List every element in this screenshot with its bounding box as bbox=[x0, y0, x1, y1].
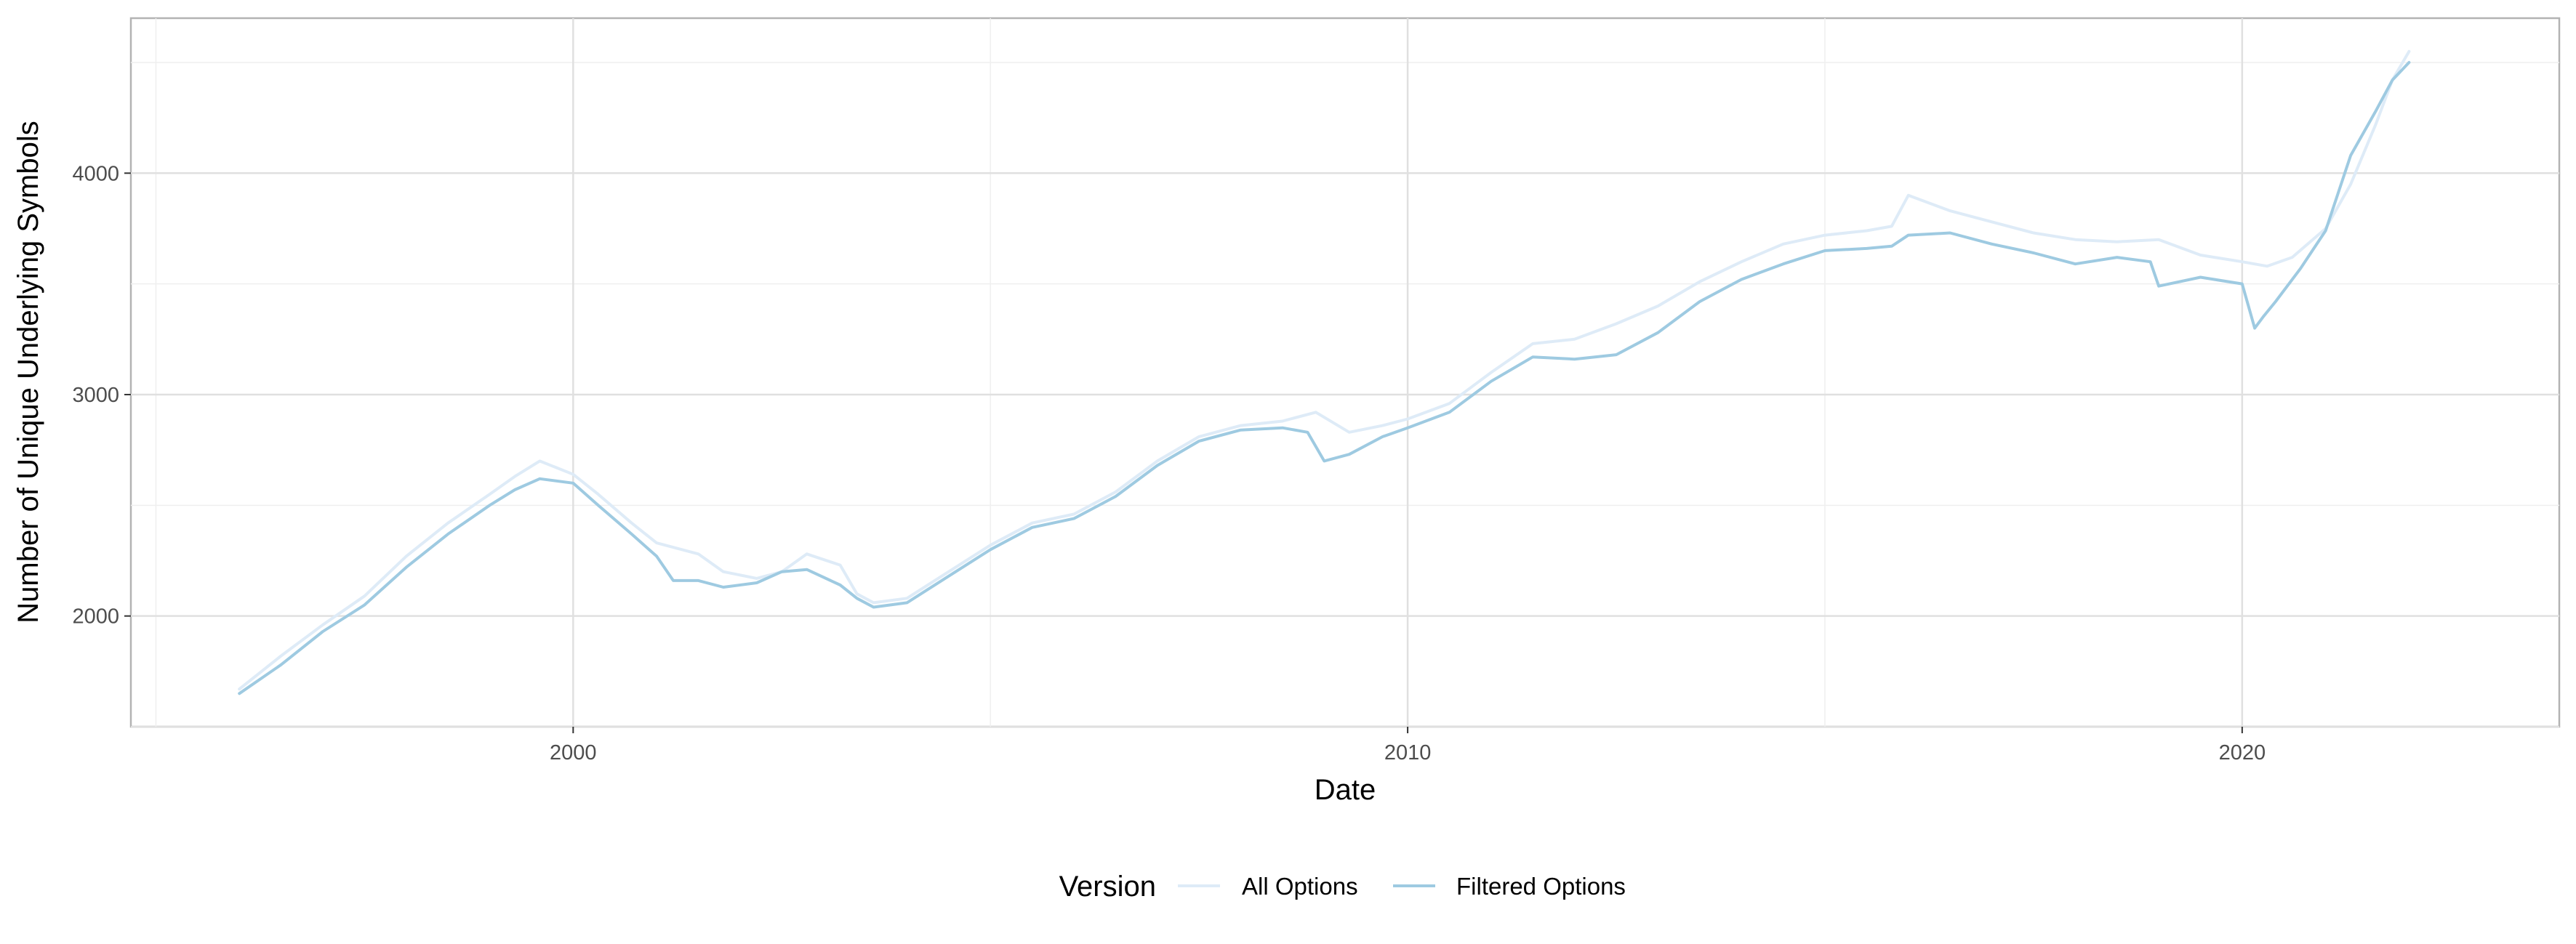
y-tick-label: 2000 bbox=[72, 605, 119, 629]
legend-label-filtered-options: Filtered Options bbox=[1456, 873, 1626, 900]
y-axis-title: Number of Unique Underlying Symbols bbox=[12, 121, 44, 623]
x-tick-label: 2010 bbox=[1384, 741, 1432, 765]
y-axis-ticks: 2000 3000 4000 bbox=[72, 162, 131, 629]
x-tick-label: 2000 bbox=[550, 741, 597, 765]
plot-panel bbox=[129, 17, 2561, 728]
x-axis-ticks: 2000 2010 2020 bbox=[550, 727, 2266, 765]
minor-gridlines bbox=[131, 18, 2559, 727]
x-tick-label: 2020 bbox=[2219, 741, 2266, 765]
series-line-filtered-options bbox=[238, 60, 2411, 695]
y-tick-label: 4000 bbox=[72, 162, 119, 185]
legend-label-all-options: All Options bbox=[1242, 873, 1358, 900]
y-tick-label: 3000 bbox=[72, 384, 119, 407]
series-lines bbox=[238, 49, 2411, 695]
legend: Version All Options Filtered Options bbox=[1059, 871, 1626, 903]
major-gridlines bbox=[131, 18, 2559, 727]
x-axis-title: Date bbox=[1315, 774, 1376, 806]
legend-title: Version bbox=[1059, 871, 1156, 903]
series-line-all-options bbox=[238, 49, 2411, 691]
